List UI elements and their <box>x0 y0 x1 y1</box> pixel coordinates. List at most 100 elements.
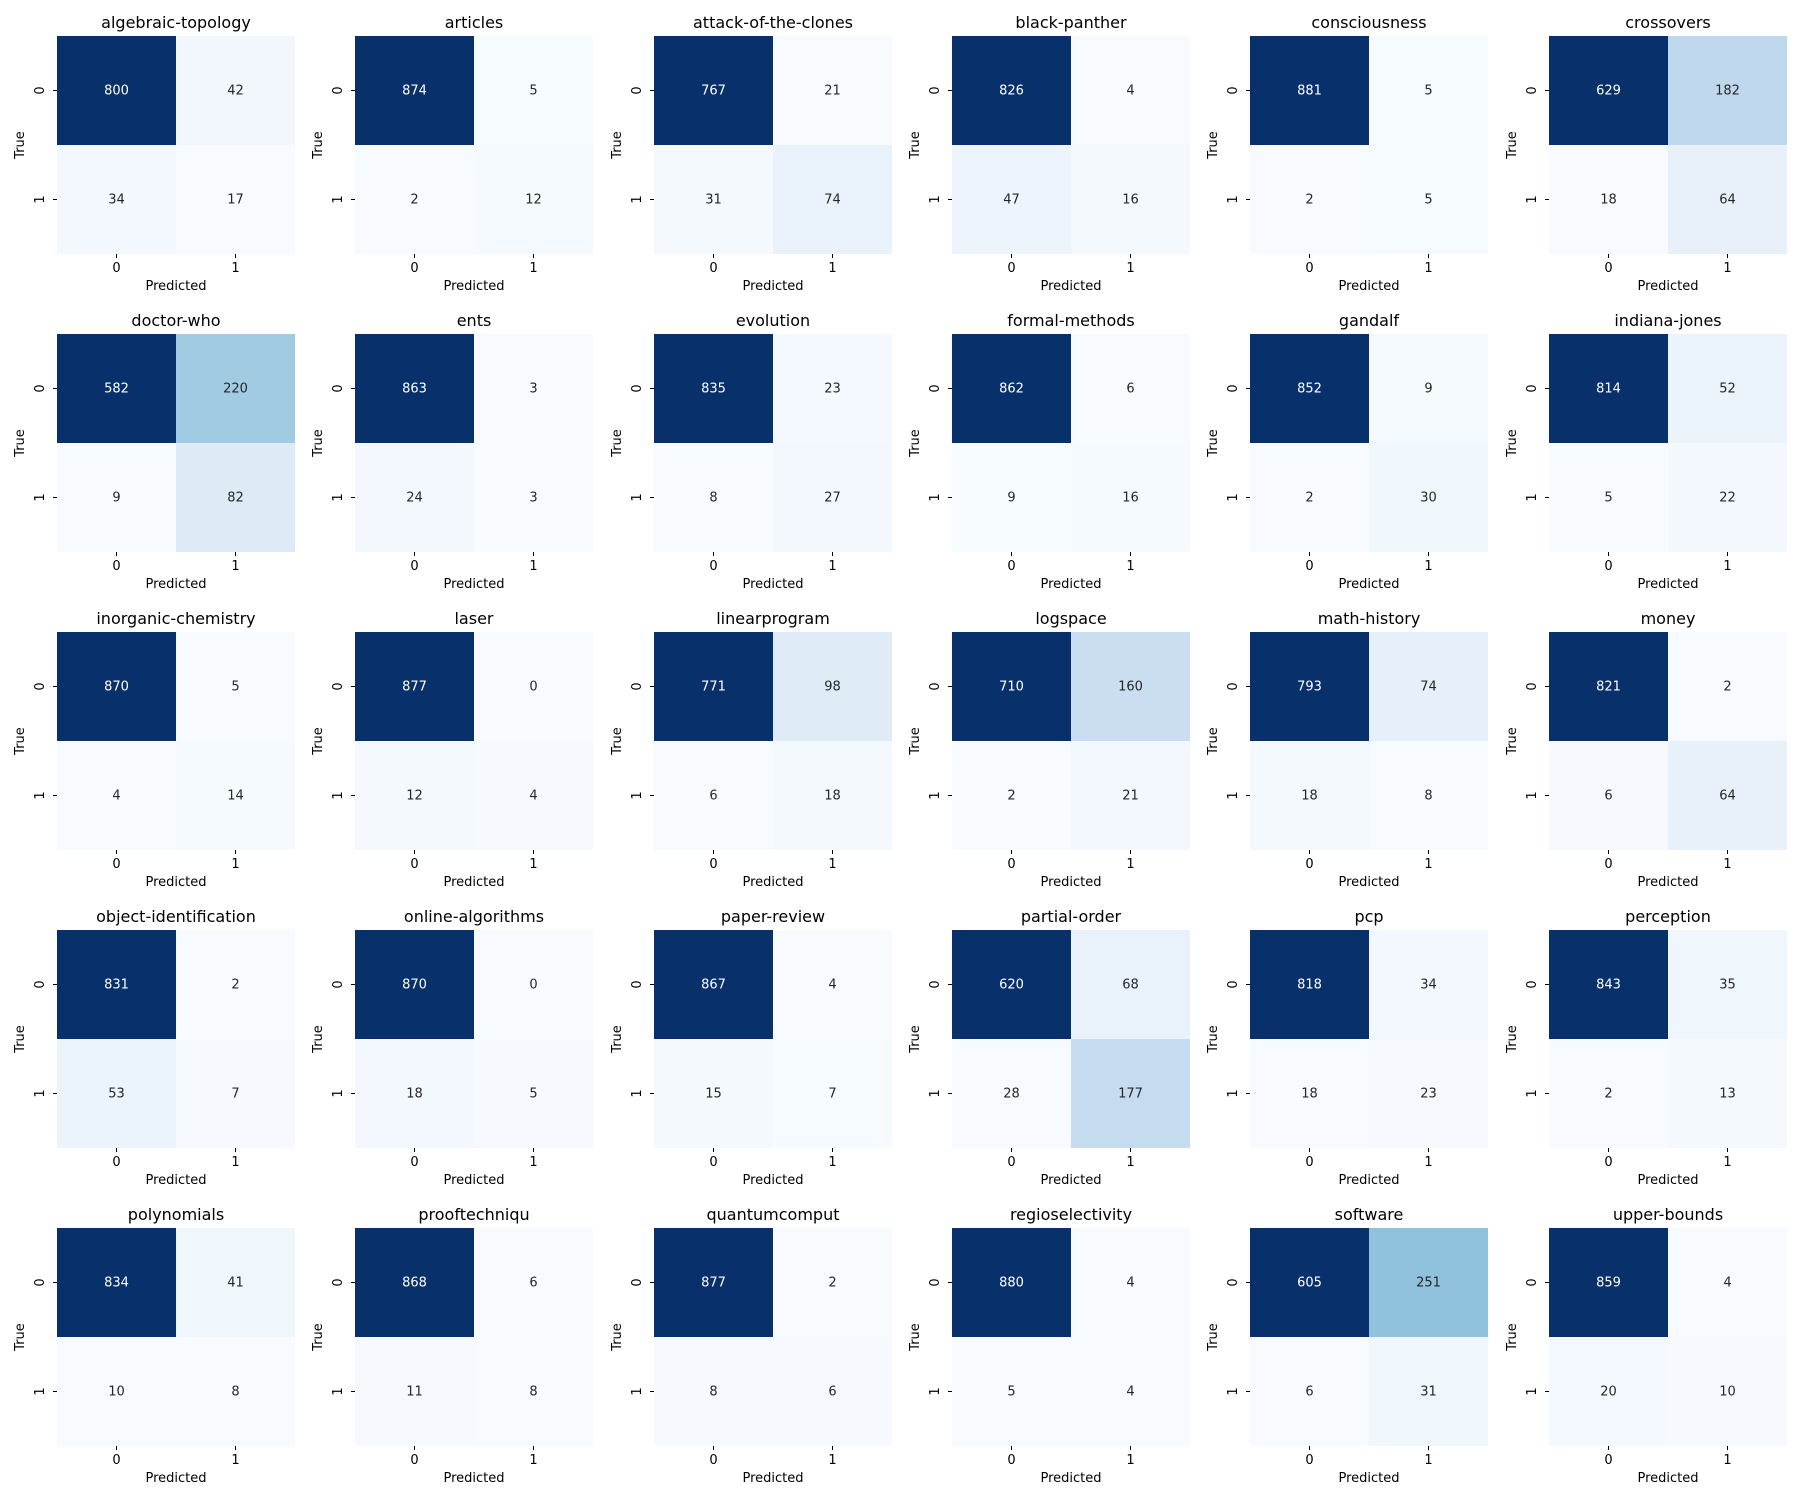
x-tick-label: 1 <box>1723 559 1731 574</box>
y-axis-label: True <box>311 1025 326 1054</box>
heatmap-cell <box>57 36 176 145</box>
cell-value-label: 177 <box>1118 1087 1143 1102</box>
cell-value-label: 16 <box>1122 491 1139 506</box>
x-tick-label: 0 <box>709 1155 717 1170</box>
y-axis-label: True <box>311 131 326 160</box>
heatmap-cell <box>176 632 295 741</box>
heatmap-cell <box>57 632 176 741</box>
cell-value-label: 28 <box>1003 1087 1020 1102</box>
x-axis-label: Predicted <box>742 1471 803 1486</box>
cell-value-label: 13 <box>1719 1087 1736 1102</box>
y-tick-label: 1 <box>331 195 346 203</box>
confusion-matrix-panel: software 605 251 6 31 0 1 0 1 Predicted True <box>1206 1205 1488 1486</box>
heatmap-cell <box>1369 632 1488 741</box>
x-tick-label: 1 <box>231 1453 239 1468</box>
cell-value-label: 831 <box>104 978 129 993</box>
y-tick-label: 0 <box>1226 86 1241 94</box>
y-axis-label: True <box>1505 1323 1520 1352</box>
x-tick-label: 0 <box>410 1453 418 1468</box>
x-axis-label: Predicted <box>1338 577 1399 592</box>
heatmap-cell <box>773 1039 892 1148</box>
x-axis-label: Predicted <box>443 1173 504 1188</box>
y-axis-label: True <box>908 1323 923 1352</box>
heatmap-cell <box>1250 741 1369 850</box>
cell-value-label: 22 <box>1719 491 1736 506</box>
cell-value-label: 835 <box>701 382 726 397</box>
cell-value-label: 877 <box>701 1276 726 1291</box>
heatmap-cell <box>474 1039 593 1148</box>
panel-title: doctor-who <box>131 311 220 330</box>
heatmap-cell <box>952 1228 1071 1337</box>
cell-value-label: 31 <box>1420 1385 1437 1400</box>
cell-value-label: 41 <box>227 1276 244 1291</box>
y-tick-label: 0 <box>331 384 346 392</box>
y-tick-label: 0 <box>928 980 943 988</box>
cell-value-label: 23 <box>1420 1087 1437 1102</box>
cell-value-label: 4 <box>1126 84 1134 99</box>
cell-value-label: 20 <box>1600 1385 1617 1400</box>
y-axis-label: True <box>610 131 625 160</box>
panel-title: indiana-jones <box>1614 311 1721 330</box>
heatmap-cell <box>952 930 1071 1039</box>
y-tick-label: 1 <box>1525 1089 1540 1097</box>
panel-title: perception <box>1625 907 1711 926</box>
y-tick-label: 1 <box>1226 791 1241 799</box>
x-axis-label: Predicted <box>145 1471 206 1486</box>
cell-value-label: 160 <box>1118 680 1143 695</box>
x-axis-label: Predicted <box>1040 1471 1101 1486</box>
heatmap-cell <box>355 443 474 552</box>
confusion-matrix-panel: consciousness 881 5 2 5 0 1 0 1 Predicted True <box>1206 13 1488 294</box>
y-tick-label: 1 <box>630 493 645 501</box>
panel-title: partial-order <box>1021 907 1122 926</box>
cell-value-label: 7 <box>828 1087 836 1102</box>
heatmap-cell <box>1668 1039 1787 1148</box>
panel-title: crossovers <box>1625 13 1711 32</box>
cell-value-label: 18 <box>1301 789 1318 804</box>
x-axis-label: Predicted <box>1637 1173 1698 1188</box>
panel-title: black-panther <box>1015 13 1127 32</box>
x-tick-label: 1 <box>1126 261 1134 276</box>
heatmap-cell <box>1071 1337 1190 1446</box>
cell-value-label: 82 <box>227 491 244 506</box>
x-tick-label: 1 <box>1126 857 1134 872</box>
panel-title: formal-methods <box>1007 311 1134 330</box>
y-axis-label: True <box>1505 131 1520 160</box>
cell-value-label: 0 <box>529 978 537 993</box>
heatmap-cell <box>1369 1337 1488 1446</box>
heatmap-cell <box>1071 443 1190 552</box>
cell-value-label: 52 <box>1719 382 1736 397</box>
y-tick-label: 0 <box>630 980 645 988</box>
cell-value-label: 8 <box>709 491 717 506</box>
confusion-matrix-panel: laser 877 0 12 4 0 1 0 1 Predicted True <box>311 609 593 890</box>
heatmap-cell <box>1668 1228 1787 1337</box>
x-tick-label: 0 <box>1604 857 1612 872</box>
confusion-matrix-panel: evolution 835 23 8 27 0 1 0 1 Predicted True <box>610 311 892 592</box>
x-tick-label: 0 <box>1305 559 1313 574</box>
cell-value-label: 9 <box>1007 491 1015 506</box>
x-tick-label: 1 <box>1723 261 1731 276</box>
heatmap-cell <box>1250 1337 1369 1446</box>
y-tick-label: 0 <box>1525 682 1540 690</box>
cell-value-label: 793 <box>1297 680 1322 695</box>
x-tick-label: 0 <box>410 1155 418 1170</box>
x-tick-label: 0 <box>709 559 717 574</box>
cell-value-label: 9 <box>112 491 120 506</box>
cell-value-label: 42 <box>227 84 244 99</box>
heatmap-cell <box>176 145 295 254</box>
cell-value-label: 859 <box>1596 1276 1621 1291</box>
confusion-matrix-panel: perception 843 35 2 13 0 1 0 1 Predicted True <box>1505 907 1787 1188</box>
cell-value-label: 877 <box>402 680 427 695</box>
x-tick-label: 1 <box>231 261 239 276</box>
panel-title: algebraic-topology <box>101 13 251 32</box>
confusion-matrix-panel: online-algorithms 870 0 18 5 0 1 0 1 Predicted Tru… <box>311 907 593 1188</box>
x-tick-label: 0 <box>410 559 418 574</box>
heatmap-cell <box>1549 741 1668 850</box>
heatmap-cell <box>654 632 773 741</box>
heatmap-cell <box>57 443 176 552</box>
heatmap-cell <box>952 145 1071 254</box>
cell-value-label: 620 <box>999 978 1024 993</box>
x-tick-label: 1 <box>828 559 836 574</box>
confusion-matrix-panel: doctor-who 582 220 9 82 0 1 0 1 Predicted True <box>13 311 295 592</box>
cell-value-label: 64 <box>1719 193 1736 208</box>
cell-value-label: 2 <box>1007 789 1015 804</box>
